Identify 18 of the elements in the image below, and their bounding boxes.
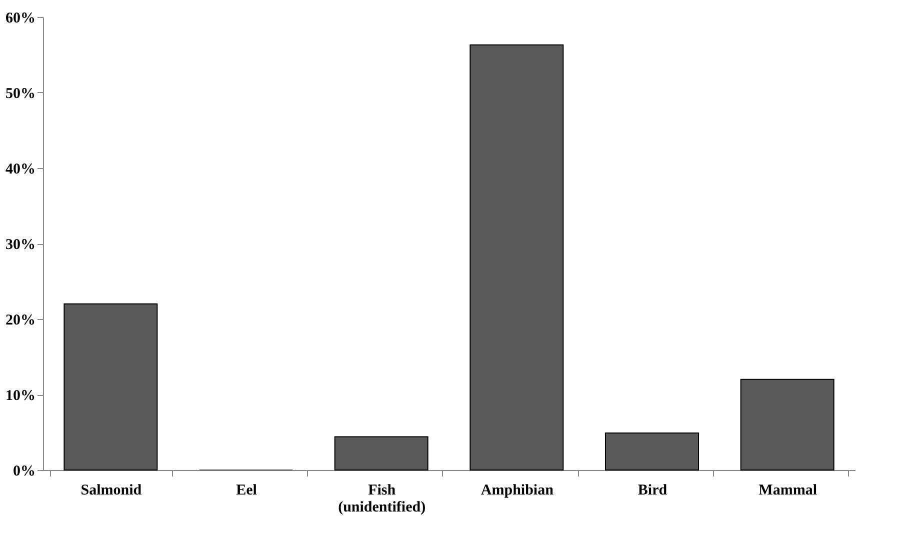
x-tick-label: Fish (unidentified) — [338, 482, 426, 516]
y-tick-label: 30% — [6, 237, 36, 253]
x-tick-label: Salmonid — [80, 482, 142, 498]
x-tick-label: Amphibian — [480, 482, 554, 498]
y-tick-label: 50% — [6, 86, 36, 102]
bar — [470, 44, 564, 470]
y-tick-label: 60% — [6, 10, 36, 26]
x-tick-label: Eel — [236, 482, 257, 498]
bar — [64, 303, 158, 470]
x-tick-label: Bird — [638, 482, 668, 498]
bar — [740, 378, 834, 470]
y-tick-label: 40% — [6, 162, 36, 178]
y-tick-label: 10% — [6, 388, 36, 404]
bar — [334, 436, 428, 470]
y-tick-label: 0% — [13, 464, 36, 480]
y-tick-label: 20% — [6, 312, 36, 328]
x-tick-label: Mammal — [758, 482, 817, 498]
bar — [605, 432, 699, 470]
